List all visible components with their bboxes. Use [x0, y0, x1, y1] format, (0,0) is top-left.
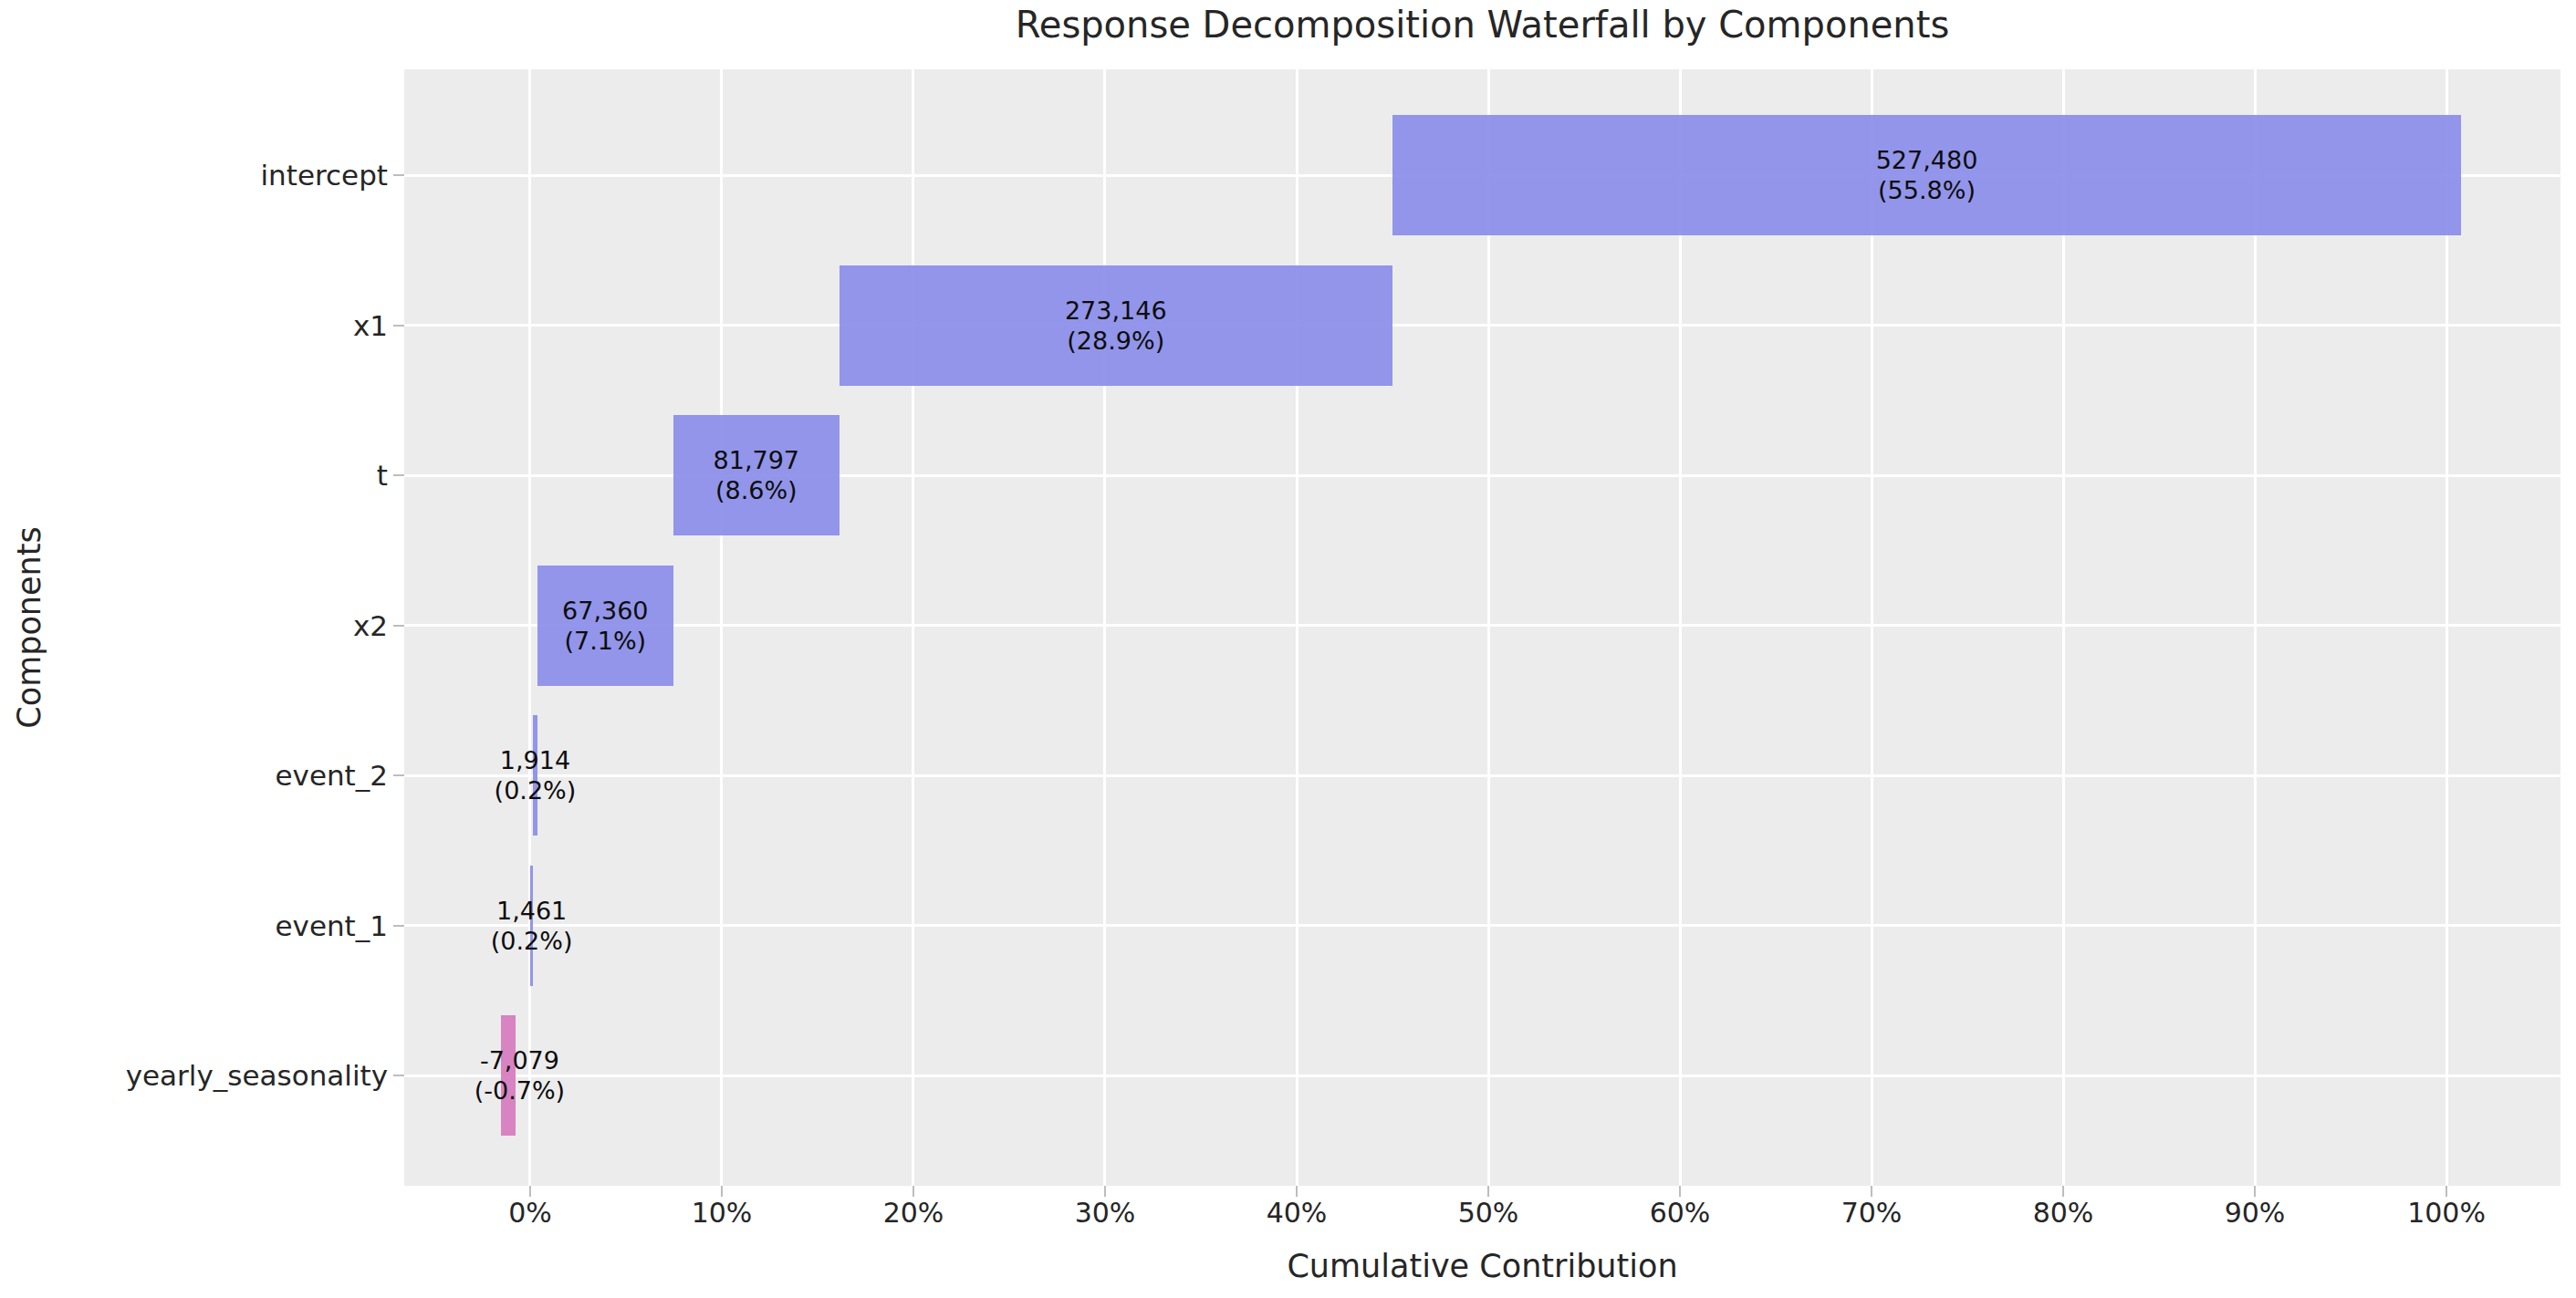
x-tick-mark: [1296, 1186, 1298, 1197]
x-tick-label: 60%: [1607, 1197, 1753, 1229]
x-gridline: [2062, 69, 2065, 1186]
x-tick-label: 50%: [1415, 1197, 1561, 1229]
waterfall-chart-figure: Response Decomposition Waterfall by Comp…: [0, 0, 2576, 1298]
x-tick-mark: [913, 1186, 914, 1197]
y-tick-mark: [393, 1075, 404, 1076]
x-tick-label: 100%: [2373, 1197, 2519, 1229]
y-tick-mark: [393, 474, 404, 476]
bar-value-label-x2: 67,360 (7.1%): [441, 596, 769, 656]
y-tick-mark: [393, 774, 404, 776]
y-tick-label-yearly_seasonality: yearly_seasonality: [5, 1057, 388, 1094]
y-tick-mark: [393, 625, 404, 627]
bar-value-label-t: 81,797 (8.6%): [592, 445, 921, 505]
x-gridline: [2254, 69, 2257, 1186]
x-axis-label: Cumulative Contribution: [404, 1248, 2560, 1284]
x-gridline: [1103, 69, 1106, 1186]
y-gridline: [404, 774, 2560, 777]
x-gridline: [1871, 69, 1873, 1186]
x-tick-mark: [1871, 1186, 1872, 1197]
x-tick-label: 30%: [1032, 1197, 1178, 1229]
bar-value-label-yearly_seasonality: -7,079 (-0.7%): [355, 1045, 683, 1106]
x-tick-mark: [2446, 1186, 2447, 1197]
x-tick-mark: [1104, 1186, 1106, 1197]
x-tick-mark: [1679, 1186, 1681, 1197]
x-tick-mark: [529, 1186, 531, 1197]
x-tick-label: 10%: [649, 1197, 795, 1229]
x-tick-mark: [1487, 1186, 1489, 1197]
y-gridline: [404, 924, 2560, 927]
chart-title: Response Decomposition Waterfall by Comp…: [404, 4, 2560, 46]
y-tick-label-intercept: intercept: [5, 157, 388, 193]
x-gridline: [1296, 69, 1298, 1186]
y-gridline: [404, 1075, 2560, 1077]
y-tick-label-x2: x2: [5, 607, 388, 644]
y-tick-mark: [393, 325, 404, 327]
bar-value-label-intercept: 527,480 (55.8%): [1763, 145, 2091, 205]
bar-value-label-event_1: 1,461 (0.2%): [368, 896, 696, 956]
y-tick-label-x1: x1: [5, 307, 388, 344]
y-tick-mark: [393, 925, 404, 927]
plot-area: 527,480 (55.8%) 273,146 (28.9%) 81,797 (8.…: [404, 69, 2560, 1186]
x-tick-label: 70%: [1799, 1197, 1945, 1229]
x-tick-mark: [2062, 1186, 2064, 1197]
x-tick-label: 40%: [1224, 1197, 1370, 1229]
x-tick-label: 90%: [2182, 1197, 2328, 1229]
x-tick-mark: [721, 1186, 723, 1197]
bar-value-label-event_2: 1,914 (0.2%): [370, 745, 699, 805]
x-gridline: [912, 69, 914, 1186]
y-tick-label-t: t: [5, 457, 388, 493]
x-gridline: [1679, 69, 1682, 1186]
y-tick-label-event_1: event_1: [5, 908, 388, 944]
x-tick-mark: [2254, 1186, 2256, 1197]
y-tick-label-event_2: event_2: [5, 757, 388, 794]
x-gridline: [2446, 69, 2448, 1186]
bar-value-label-x1: 273,146 (28.9%): [952, 296, 1280, 356]
y-tick-mark: [393, 174, 404, 176]
x-tick-label: 80%: [1990, 1197, 2136, 1229]
y-gridline: [404, 324, 2560, 327]
x-tick-label: 0%: [457, 1197, 603, 1229]
x-tick-label: 20%: [840, 1197, 986, 1229]
x-gridline: [1487, 69, 1490, 1186]
